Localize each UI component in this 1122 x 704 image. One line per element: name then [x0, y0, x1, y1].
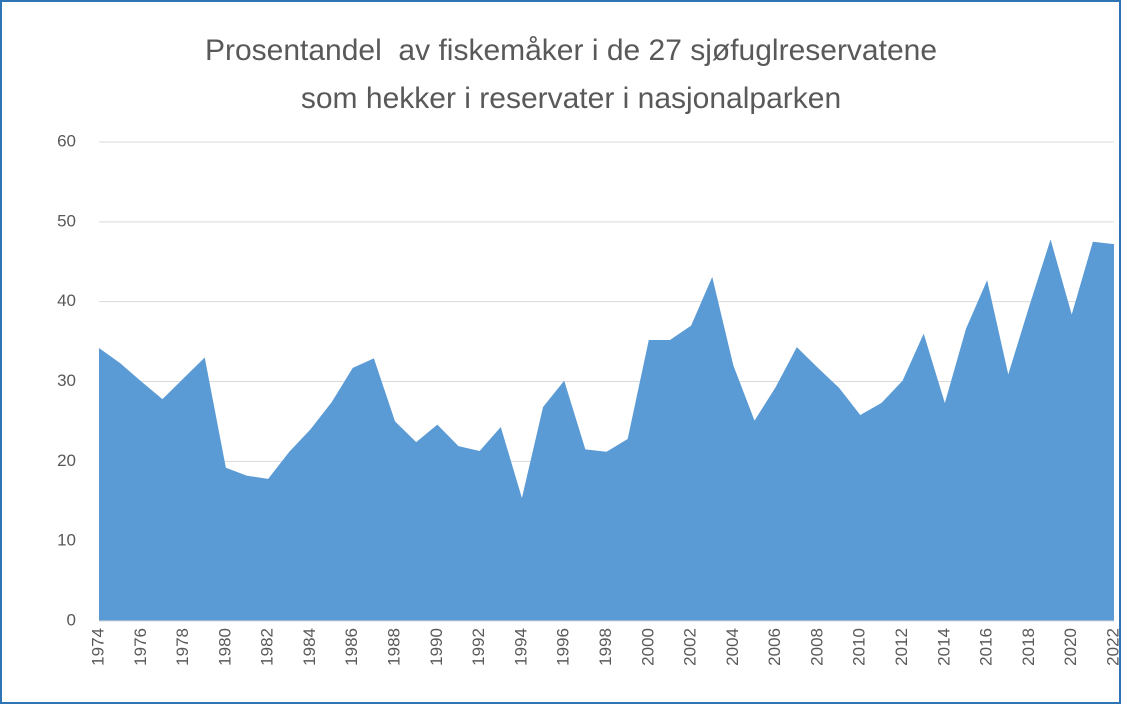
x-tick-label: 1990: [427, 628, 446, 666]
x-tick-label: 1992: [469, 628, 488, 666]
chart-title: Prosentandel av fiskemåker i de 27 sjøfu…: [205, 34, 937, 67]
x-tick-label: 2018: [1019, 628, 1038, 666]
x-tick-label: 2014: [934, 628, 953, 666]
x-tick-label: 1976: [131, 628, 150, 666]
x-tick-label: 1998: [596, 628, 615, 666]
x-tick-label: 1982: [258, 628, 277, 666]
area: [99, 239, 1114, 621]
x-tick-label: 2002: [681, 628, 700, 666]
x-tick-label: 2022: [1103, 628, 1122, 666]
x-tick-label: 2000: [638, 628, 657, 666]
x-tick-label: 1996: [554, 628, 573, 666]
x-tick-label: 2012: [892, 628, 911, 666]
x-tick-label: 1986: [342, 628, 361, 666]
x-tick-label: 1984: [300, 628, 319, 666]
y-tick-label: 20: [57, 451, 76, 470]
y-tick-label: 10: [57, 531, 76, 550]
y-tick-label: 60: [57, 131, 76, 150]
y-tick-label: 50: [57, 211, 76, 230]
x-tick-label: 2004: [723, 628, 742, 666]
x-tick-label: 2020: [1061, 628, 1080, 666]
x-tick-label: 2010: [850, 628, 869, 666]
x-tick-label: 2016: [977, 628, 996, 666]
chart-title: som hekker i reservater i nasjonalparken: [301, 82, 841, 115]
y-tick-label: 0: [67, 610, 76, 629]
x-tick-label: 1994: [511, 628, 530, 666]
x-tick-label: 1974: [88, 628, 107, 666]
x-tick-label: 1988: [385, 628, 404, 666]
x-tick-label: 2006: [765, 628, 784, 666]
x-tick-label: 2008: [807, 628, 826, 666]
x-tick-label: 1978: [173, 628, 192, 666]
y-tick-label: 30: [57, 371, 76, 390]
y-tick-label: 40: [57, 291, 76, 310]
x-tick-label: 1980: [215, 628, 234, 666]
